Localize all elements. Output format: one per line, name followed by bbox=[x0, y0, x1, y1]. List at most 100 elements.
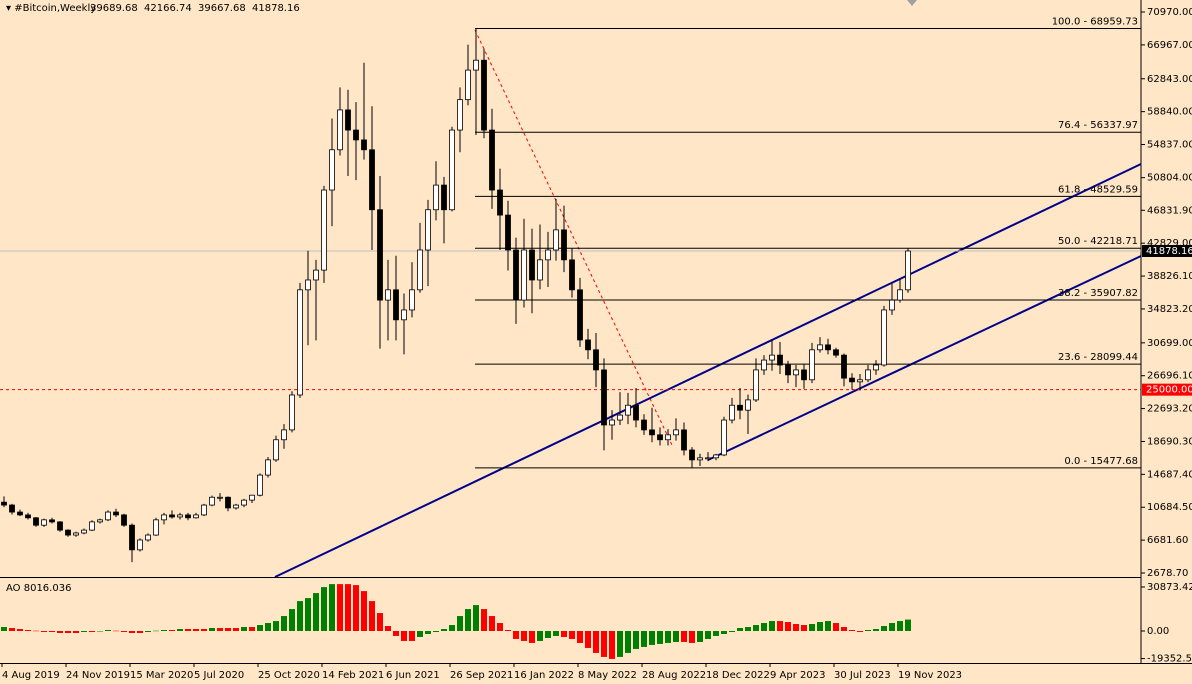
candle-body bbox=[817, 344, 823, 351]
candle-body bbox=[489, 129, 495, 191]
candle-body bbox=[785, 364, 791, 376]
ao-bar bbox=[201, 629, 207, 632]
fib-label: 100.0 - 68959.73 bbox=[1052, 17, 1138, 28]
ao-bar bbox=[713, 631, 719, 636]
candle-body bbox=[249, 494, 255, 501]
indicator-y-label: -19352.576 bbox=[1147, 654, 1192, 665]
candle-body bbox=[793, 369, 799, 376]
ao-bar bbox=[673, 631, 679, 642]
ao-bar bbox=[801, 625, 807, 632]
ao-bar bbox=[889, 623, 895, 632]
ao-bar bbox=[121, 631, 127, 632]
ao-bar bbox=[225, 628, 231, 632]
candle-body bbox=[561, 229, 567, 261]
candle-body bbox=[233, 504, 239, 509]
ao-bar bbox=[433, 631, 439, 632]
y-tick-label: 54837.00 bbox=[1147, 140, 1192, 151]
candle-body bbox=[681, 429, 687, 451]
x-tick-label: 15 Mar 2020 bbox=[130, 670, 193, 681]
ao-bar bbox=[761, 623, 767, 632]
ao-bar bbox=[737, 628, 743, 632]
candle-body bbox=[569, 259, 575, 291]
ao-bar bbox=[753, 625, 759, 632]
fib-label: 0.0 - 15477.68 bbox=[1064, 456, 1138, 467]
y-tick-label: 6681.60 bbox=[1147, 535, 1188, 546]
candle-body bbox=[409, 289, 415, 311]
ao-bar bbox=[561, 631, 567, 637]
candle-body bbox=[537, 259, 543, 281]
ao-bar bbox=[633, 631, 639, 649]
candle-body bbox=[89, 521, 95, 531]
ao-bar bbox=[489, 616, 495, 632]
ao-bar bbox=[273, 621, 279, 632]
y-tick-label: 42829.00 bbox=[1147, 238, 1192, 249]
candle-body bbox=[185, 514, 191, 519]
ao-bar bbox=[361, 591, 367, 632]
candle-body bbox=[697, 457, 703, 461]
bid-label: 41878.16 bbox=[1146, 246, 1192, 257]
ao-bar bbox=[641, 631, 647, 647]
ao-bar bbox=[905, 619, 911, 632]
ao-bar bbox=[185, 629, 191, 632]
y-tick-label: 22693.20 bbox=[1147, 404, 1192, 415]
candle-body bbox=[737, 404, 743, 411]
candle-body bbox=[161, 514, 167, 521]
ao-bar bbox=[449, 625, 455, 632]
candle-body bbox=[769, 354, 775, 361]
candle-body bbox=[153, 519, 159, 536]
ao-bar bbox=[177, 629, 183, 632]
ao-bar bbox=[105, 630, 111, 632]
ao-bar bbox=[97, 631, 103, 632]
candle-body bbox=[553, 229, 559, 251]
ao-bar bbox=[833, 623, 839, 632]
indicator-y-label: 30873.429 bbox=[1147, 582, 1192, 593]
x-tick-label: 26 Sep 2021 bbox=[450, 670, 513, 681]
candle-body bbox=[617, 414, 623, 421]
candle-body bbox=[257, 474, 263, 496]
ao-bar bbox=[297, 601, 303, 632]
indicator-title: AO 8016.036 bbox=[6, 583, 71, 594]
ao-bar bbox=[321, 587, 327, 632]
y-tick-label: 46831.90 bbox=[1147, 205, 1192, 216]
candle-body bbox=[449, 129, 455, 211]
y-tick-label: 34823.20 bbox=[1147, 304, 1192, 315]
candle-body bbox=[241, 499, 247, 506]
ao-bar bbox=[825, 621, 831, 632]
candle-body bbox=[337, 109, 343, 151]
ohlc-value: 41878.16 bbox=[252, 3, 300, 14]
candle-body bbox=[441, 184, 447, 211]
ohlc-value: 39689.68 bbox=[90, 3, 138, 14]
candle-body bbox=[481, 59, 487, 131]
candle-body bbox=[209, 496, 215, 506]
candle-body bbox=[833, 349, 839, 356]
candle-body bbox=[521, 249, 527, 301]
candle-body bbox=[841, 354, 847, 379]
candle-body bbox=[225, 496, 231, 509]
x-tick-label: 16 Jan 2022 bbox=[514, 670, 574, 681]
ao-bar bbox=[425, 631, 431, 634]
candle-body bbox=[849, 377, 855, 383]
candle-body bbox=[593, 349, 599, 371]
candle-body bbox=[353, 129, 359, 141]
candle-body bbox=[689, 449, 695, 461]
candle-body bbox=[625, 404, 631, 416]
chart-title: ▾ #Bitcoin,Weekly bbox=[6, 3, 96, 14]
candle-body bbox=[65, 529, 71, 536]
ao-bar bbox=[649, 631, 655, 645]
candle-body bbox=[25, 514, 31, 519]
candle-body bbox=[649, 429, 655, 436]
channel-upper bbox=[274, 163, 1142, 578]
x-tick-label: 24 Nov 2019 bbox=[66, 670, 130, 681]
candle-body bbox=[201, 504, 207, 516]
candle-body bbox=[857, 379, 863, 383]
ao-bar bbox=[41, 631, 47, 632]
ao-bar bbox=[505, 630, 511, 632]
candle-body bbox=[585, 339, 591, 351]
y-tick-label: 14687.40 bbox=[1147, 469, 1192, 480]
ao-bar bbox=[305, 598, 311, 632]
candle-body bbox=[321, 189, 327, 271]
ao-bar bbox=[217, 628, 223, 632]
ao-bar bbox=[585, 631, 591, 648]
x-tick-label: 14 Feb 2021 bbox=[322, 670, 384, 681]
